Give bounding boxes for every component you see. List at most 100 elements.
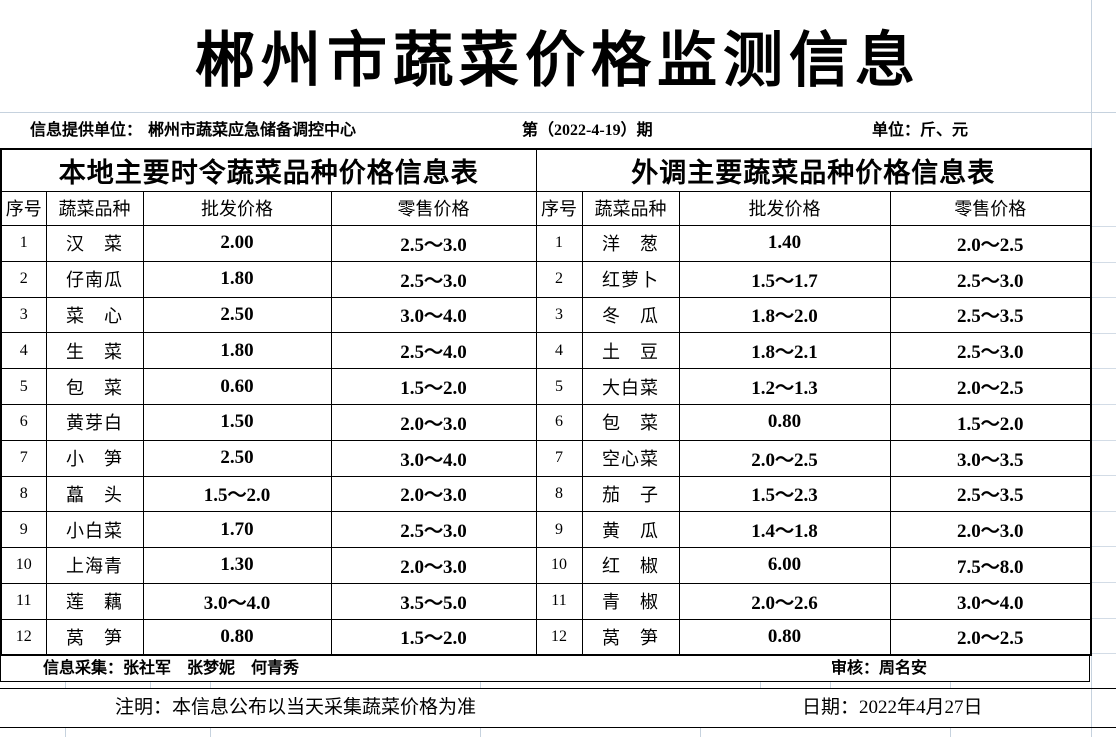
gridline-tick [480,682,481,688]
gridline-tick [480,728,481,737]
cell-retail: 2.5～3.0 [330,260,537,298]
cell-name: 小 笋 [45,439,144,477]
table-title: 本地主要时令蔬菜品种价格信息表 [0,148,537,192]
gridline-tick [700,728,701,737]
cell-no: 12 [0,618,47,656]
cell-no: 9 [0,511,47,549]
cell-wholesale: 1.2～1.3 [678,368,891,405]
cell-retail: 2.5～3.5 [889,296,1092,334]
cell-retail: 1.5～2.0 [330,368,537,405]
cell-no: 11 [0,582,47,620]
cell-name: 莴 笋 [581,618,680,656]
gridline-tick [1091,404,1116,405]
issue-number: 第（2022-4-19）期 [522,122,653,139]
cell-name: 包 菜 [581,403,680,441]
column-header: 序号 [0,190,47,226]
gridline-tick [150,682,151,688]
cell-wholesale: 2.0～2.5 [678,439,891,477]
cell-no: 5 [535,368,583,405]
gridline-horizontal [0,112,1116,113]
info-provider-label: 信息提供单位： [30,122,143,139]
cell-name: 黄芽白 [45,403,144,441]
column-header: 批发价格 [678,190,891,226]
gridline-tick [1091,475,1116,476]
cell-retail: 3.0～4.0 [889,582,1092,620]
cell-name: 包 菜 [45,368,144,405]
cell-name: 土 豆 [581,332,680,370]
cell-wholesale: 0.60 [142,368,332,405]
cell-name: 青 椒 [581,582,680,620]
cell-name: 黄 瓜 [581,511,680,549]
gridline-tick [1091,440,1116,441]
cell-wholesale: 1.8～2.1 [678,332,891,370]
cell-name: 茄 子 [581,475,680,513]
cell-no: 4 [535,332,583,370]
gridline-tick [65,682,66,688]
note-text: 注明：本信息公布以当天采集蔬菜价格为准 [115,697,477,718]
cell-name: 仔南瓜 [45,260,144,298]
cell-wholesale: 1.8～2.0 [678,296,891,334]
cell-no: 3 [0,296,47,334]
gridline-tick [1091,546,1116,547]
date-text: 日期：2022年4月27日 [802,697,983,718]
cell-no: 1 [0,224,47,262]
cell-wholesale: 1.30 [142,547,332,584]
gridline-tick [830,682,831,688]
cell-wholesale: 2.50 [142,296,332,334]
cell-wholesale: 0.80 [678,403,891,441]
cell-retail: 3.0～3.5 [889,439,1092,477]
cell-wholesale: 3.0～4.0 [142,582,332,620]
cell-no: 10 [535,547,583,584]
cell-no: 4 [0,332,47,370]
cell-retail: 2.5～3.5 [889,475,1092,513]
cell-name: 莴 笋 [45,618,144,656]
cell-no: 1 [535,224,583,262]
column-header: 序号 [535,190,583,226]
cell-retail: 2.0～3.0 [330,547,537,584]
column-header-row: 序号 蔬菜品种 批发价格 零售价格 序号 蔬菜品种 批发价格 零售价格 [0,190,1092,226]
gridline-tick [1091,582,1116,583]
cell-name: 菜 心 [45,296,144,334]
gridline-tick [1091,333,1116,334]
cell-wholesale: 1.40 [678,224,891,262]
table-row: 12 莴 笋 0.80 1.5～2.0 12 莴 笋 0.80 2.0～2.5 [0,618,1092,656]
cell-retail: 2.5～3.0 [889,260,1092,298]
table-row: 9 小白菜 1.70 2.5～3.0 9 黄 瓜 1.4～1.8 2.0～3.0 [0,511,1092,549]
cell-name: 红 椒 [581,547,680,584]
table-row: 6 黄芽白 1.50 2.0～3.0 6 包 菜 0.80 1.5～2.0 [0,403,1092,441]
cell-retail: 3.0～4.0 [330,296,537,334]
gridline-tick [760,682,761,688]
cell-no: 6 [0,403,47,441]
gridline-tick [210,728,211,737]
gridline-tick [1091,653,1116,654]
table-title-row: 本地主要时令蔬菜品种价格信息表 外调主要蔬菜品种价格信息表 [0,148,1092,192]
cell-retail: 1.5～2.0 [889,403,1092,441]
cell-retail: 2.0～3.0 [330,475,537,513]
cell-retail: 2.0～2.5 [889,618,1092,656]
cell-retail: 2.5～3.0 [330,511,537,549]
cell-name: 冬 瓜 [581,296,680,334]
cell-wholesale: 1.5～2.0 [142,475,332,513]
info-provider-value: 郴州市蔬菜应急储备调控中心 [148,122,357,139]
cell-name: 上海青 [45,547,144,584]
collectors-text: 信息采集：张社军 张梦妮 何青秀 [43,660,300,677]
cell-no: 2 [535,260,583,298]
table-row: 10 上海青 1.30 2.0～3.0 10 红 椒 6.00 7.5～8.0 [0,547,1092,584]
cell-no: 8 [535,475,583,513]
cell-name: 红萝卜 [581,260,680,298]
table-title: 外调主要蔬菜品种价格信息表 [535,148,1092,192]
cell-retail: 2.0～3.0 [889,511,1092,549]
cell-retail: 1.5～2.0 [330,618,537,656]
cell-wholesale: 1.5～2.3 [678,475,891,513]
gridline-tick [1091,511,1116,512]
cell-name: 空心菜 [581,439,680,477]
column-header: 批发价格 [142,190,332,226]
cell-wholesale: 2.00 [142,224,332,262]
unit-label: 单位：斤、元 [872,122,969,139]
gridline-tick [1091,226,1116,227]
note-row: 注明：本信息公布以当天采集蔬菜价格为准 日期：2022年4月27日 [0,688,1116,728]
